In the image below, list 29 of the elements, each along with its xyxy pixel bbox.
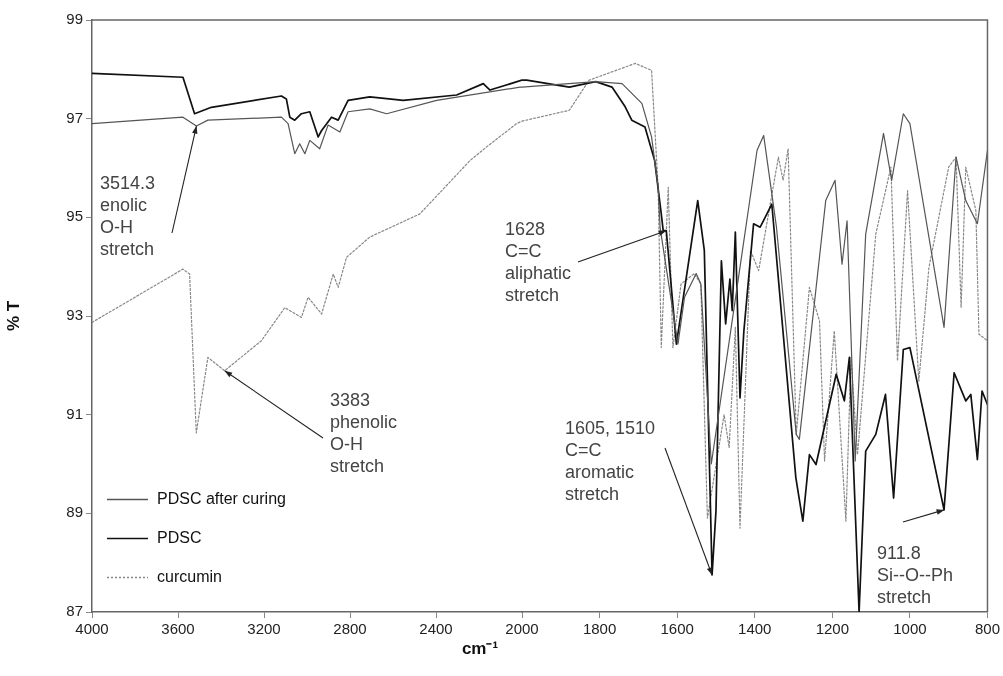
x-tick-label: 1000	[893, 620, 927, 638]
y-tick-label: 97	[66, 108, 83, 126]
y-tick-label: 95	[66, 207, 83, 225]
y-tick-label: 93	[66, 306, 83, 324]
x-tick-label: 1400	[738, 620, 772, 638]
legend-label: curcumin	[157, 567, 222, 585]
y-tick-label: 89	[66, 503, 83, 521]
x-tick-label: 3200	[247, 620, 281, 638]
x-tick-label: 1200	[815, 620, 850, 638]
annotation: 3514.3 enolic O-H stretch	[100, 172, 156, 259]
x-tick-label: 2800	[333, 620, 367, 638]
x-axis-title: cm⁻¹	[461, 638, 499, 659]
y-tick-label: 87	[66, 602, 83, 620]
x-tick-label: 2000	[505, 620, 539, 638]
y-tick-label: 91	[66, 404, 83, 422]
x-tick-label: 800	[974, 620, 1000, 638]
annotation: 3383 phenolic O-H stretch	[330, 389, 398, 476]
x-tick-label: 1800	[582, 620, 617, 638]
annotation: 1628 C=C aliphatic stretch	[505, 218, 572, 305]
x-tick-label: 1600	[660, 620, 694, 638]
y-axis-title: % T	[3, 300, 23, 332]
x-tick-label: 4000	[75, 620, 109, 638]
x-tick-label: 2400	[419, 620, 453, 638]
annotation: 1605, 1510 C=C aromatic stretch	[565, 417, 656, 504]
annotation: 911.8 Si--O--Ph stretch	[877, 542, 953, 607]
x-tick-label: 3600	[161, 620, 195, 638]
legend-label: PDSC	[157, 528, 202, 546]
y-tick-label: 99	[66, 10, 83, 28]
legend-label: PDSC after curing	[157, 489, 286, 507]
